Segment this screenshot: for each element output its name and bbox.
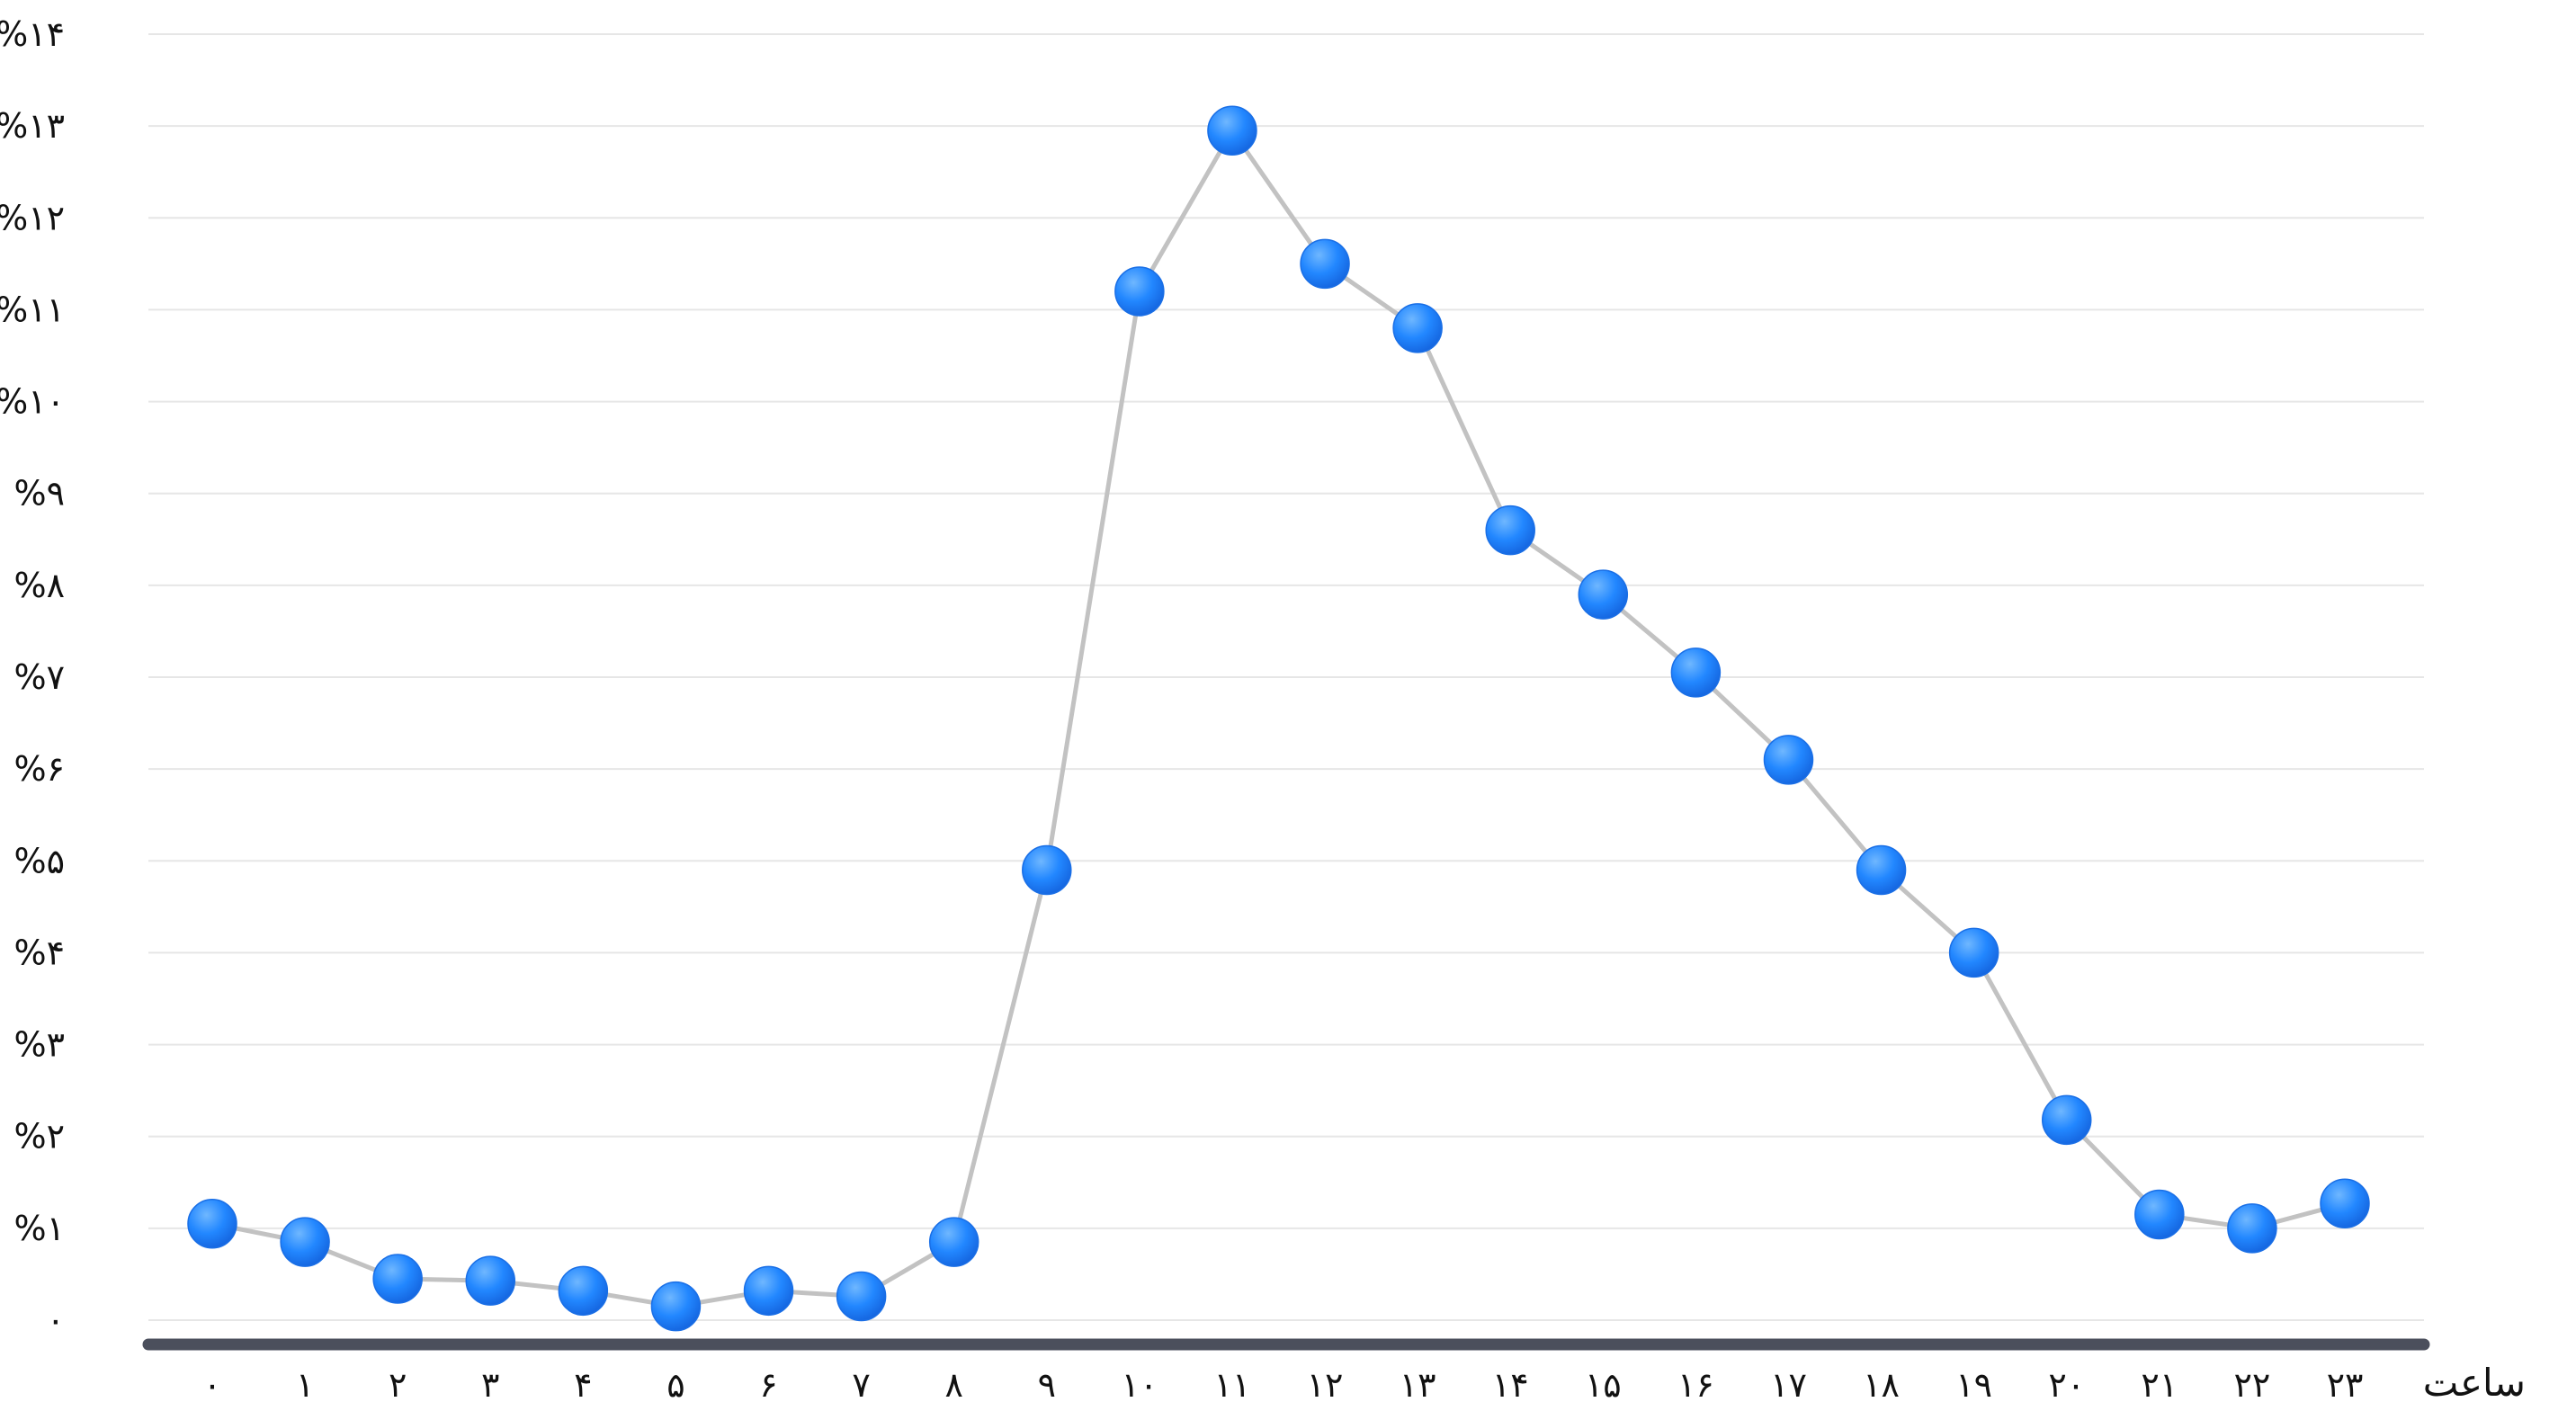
data-point: [1578, 569, 1629, 620]
x-tick-label: ۱: [296, 1365, 314, 1402]
y-tick-label: %۲: [13, 1117, 65, 1156]
x-tick-label: ۱۲: [1307, 1365, 1344, 1402]
x-tick-label: ۰: [203, 1365, 221, 1402]
y-axis-ticks: ۰ %۱ %۲ %۳ %۴ %۵ %۶ %۷ %۸ %۹ %۱۰ %۱۱ %۱۲ %۱۳ %۱۴: [0, 14, 65, 1340]
x-tick-label: ۷: [852, 1365, 870, 1402]
y-tick-label: %۹: [13, 474, 65, 513]
x-tick-label: ۱۸: [1863, 1365, 1900, 1402]
data-point: [1207, 105, 1257, 156]
data-point: [372, 1254, 423, 1304]
x-tick-label: ۶: [759, 1365, 777, 1402]
x-tick-label: ۲۱: [2141, 1365, 2178, 1402]
data-point: [1300, 238, 1350, 290]
x-tick-label: ۱۷: [1770, 1365, 1807, 1402]
data-point: [743, 1265, 794, 1317]
data-point: [1392, 303, 1443, 353]
y-tick-label: %۱۴: [0, 14, 65, 54]
x-tick-label: ۴: [574, 1365, 592, 1402]
grid-lines: [148, 33, 2424, 1321]
data-point: [1763, 735, 1814, 785]
data-point: [558, 1265, 609, 1317]
y-tick-label: ۰: [47, 1300, 65, 1340]
series-line: [211, 128, 2346, 1309]
data-point: [2227, 1203, 2277, 1254]
x-tick-label: ۲: [389, 1365, 407, 1402]
y-tick-label: %۳: [13, 1025, 65, 1065]
y-tick-label: %۱: [13, 1209, 65, 1248]
data-point: [1948, 927, 1999, 978]
x-tick-label: ۱۶: [1677, 1365, 1714, 1402]
y-tick-label: %۱۰: [0, 382, 65, 422]
x-tick-label: ۲۰: [2048, 1365, 2085, 1402]
x-axis-ticks: ۰ ۱ ۲ ۳ ۴ ۵ ۶ ۷ ۸ ۹ ۱۰ ۱۱ ۱۲ ۱۳ ۱۴ ۱۵ ۱۶ ۱۷ ۱۸ ۱۹ ۲۰ ۲۱ ۲۲ ۲۳: [203, 1365, 2364, 1402]
y-tick-label: %۶: [13, 749, 65, 789]
x-tick-label: ۱۵: [1585, 1365, 1622, 1402]
x-tick-label: ۸: [944, 1365, 962, 1402]
x-tick-label: ۲۲: [2233, 1365, 2270, 1402]
x-tick-label: ۱۴: [1492, 1365, 1529, 1402]
x-tick-label: ۵: [666, 1365, 684, 1402]
data-point: [928, 1217, 979, 1267]
data-point: [2320, 1178, 2370, 1229]
x-tick-label: ۹: [1038, 1365, 1056, 1402]
x-tick-label: ۱۱: [1214, 1365, 1251, 1402]
data-point: [280, 1217, 330, 1267]
x-tick-label: ۳: [481, 1365, 499, 1402]
x-tick-label: ۱۳: [1400, 1365, 1436, 1402]
data-point: [2041, 1094, 2092, 1146]
x-tick-label: ۱۹: [1955, 1365, 1992, 1402]
data-points: [187, 105, 2370, 1332]
y-tick-label: %۱۲: [0, 198, 65, 237]
data-point: [2134, 1189, 2185, 1240]
y-tick-label: %۱۱: [0, 290, 65, 329]
y-tick-label: %۷: [13, 657, 65, 697]
data-point: [1114, 266, 1165, 317]
data-point: [1485, 505, 1535, 556]
data-point: [1856, 844, 1907, 896]
y-tick-label: %۴: [13, 933, 65, 972]
data-point: [187, 1199, 237, 1249]
y-tick-label: %۱۳: [0, 106, 65, 146]
x-tick-label: ۱۰: [1121, 1365, 1158, 1402]
data-point: [1022, 844, 1072, 896]
y-tick-label: %۸: [13, 566, 65, 605]
data-point: [836, 1271, 887, 1322]
data-point: [650, 1281, 702, 1332]
x-tick-label: ۲۳: [2327, 1365, 2364, 1402]
data-point: [465, 1255, 516, 1306]
data-point: [1670, 647, 1722, 698]
x-axis-label: ساعت: [2423, 1361, 2526, 1402]
y-tick-label: %۵: [13, 841, 65, 880]
